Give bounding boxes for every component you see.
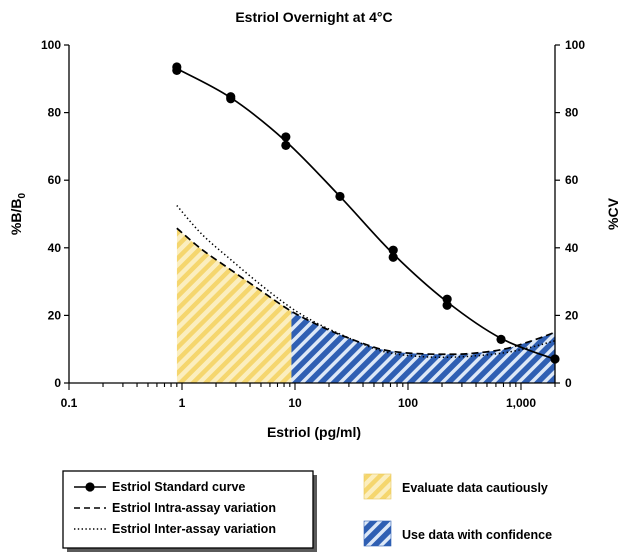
y-tick-label-left: 80 (48, 106, 62, 120)
shaded-regions (176, 228, 555, 383)
y-tick-label-right: 100 (565, 38, 585, 52)
chart-title: Estriol Overnight at 4°C (235, 9, 392, 25)
legend-caution-swatch (363, 473, 392, 500)
x-tick-label: 10 (288, 396, 302, 410)
x-axis-label: Estriol (pg/ml) (267, 424, 361, 440)
y-tick-label-right: 80 (565, 106, 579, 120)
standard-curve-point (281, 132, 291, 142)
y-tick-label-right: 40 (565, 241, 579, 255)
y-tick-label-right: 0 (565, 376, 572, 390)
inter-assay-line (176, 205, 556, 359)
x-tick-label: 100 (398, 396, 418, 410)
standard-curve-point (388, 245, 398, 255)
legend-inter-assay: Estriol Inter-assay variation (112, 522, 276, 536)
x-tick-label: 1,000 (506, 396, 536, 410)
legend-confidence-swatch (363, 520, 392, 547)
legend-series-box: Estriol Standard curve Estriol Intra-ass… (62, 470, 317, 552)
region-evaluate-cautiously (176, 228, 292, 383)
y-tick-label-left: 40 (48, 241, 62, 255)
standard-curve-point (496, 334, 506, 344)
y-axis-label-left: %B/B0 (8, 193, 28, 236)
intra-assay-line (176, 227, 556, 356)
standard-curve-point (172, 65, 182, 75)
series-layer (172, 62, 560, 364)
standard-curve-point (226, 94, 236, 104)
x-tick-label: 0.1 (61, 396, 78, 410)
standard-curve-point (550, 354, 560, 364)
y-tick-label-left: 100 (41, 38, 61, 52)
standard-curve-point (388, 252, 398, 262)
legend-caution: Evaluate data cautiously (402, 481, 548, 495)
legend-confidence: Use data with confidence (402, 528, 552, 542)
standard-curve-point (281, 140, 291, 150)
legend-regions: Evaluate data cautiously Use data with c… (363, 473, 552, 547)
standard-curve-line (176, 67, 556, 361)
legend-standard-curve: Estriol Standard curve (112, 480, 245, 494)
y-axis-label-subscript: 0 (17, 193, 28, 199)
y-tick-label-left: 20 (48, 308, 62, 322)
y-tick-label-right: 60 (565, 173, 579, 187)
standard-curve-point (335, 191, 345, 202)
y-tick-label-left: 0 (54, 376, 61, 390)
y-axis-label-main: %B/B (8, 199, 24, 236)
y-tick-label-left: 60 (48, 173, 62, 187)
y-axis-label-right: %CV (605, 197, 621, 230)
x-tick-label: 1 (179, 396, 186, 410)
region-use-with-confidence (291, 311, 555, 383)
standard-curve-point (442, 300, 452, 310)
y-tick-label-right: 20 (565, 308, 579, 322)
axes: 0 0 20 20 40 40 60 60 80 80 100 100 0.1 1 10 100 1,000 (41, 38, 585, 410)
legend-standard-curve-marker (85, 482, 95, 492)
legend-intra-assay: Estriol Intra-assay variation (112, 501, 276, 515)
